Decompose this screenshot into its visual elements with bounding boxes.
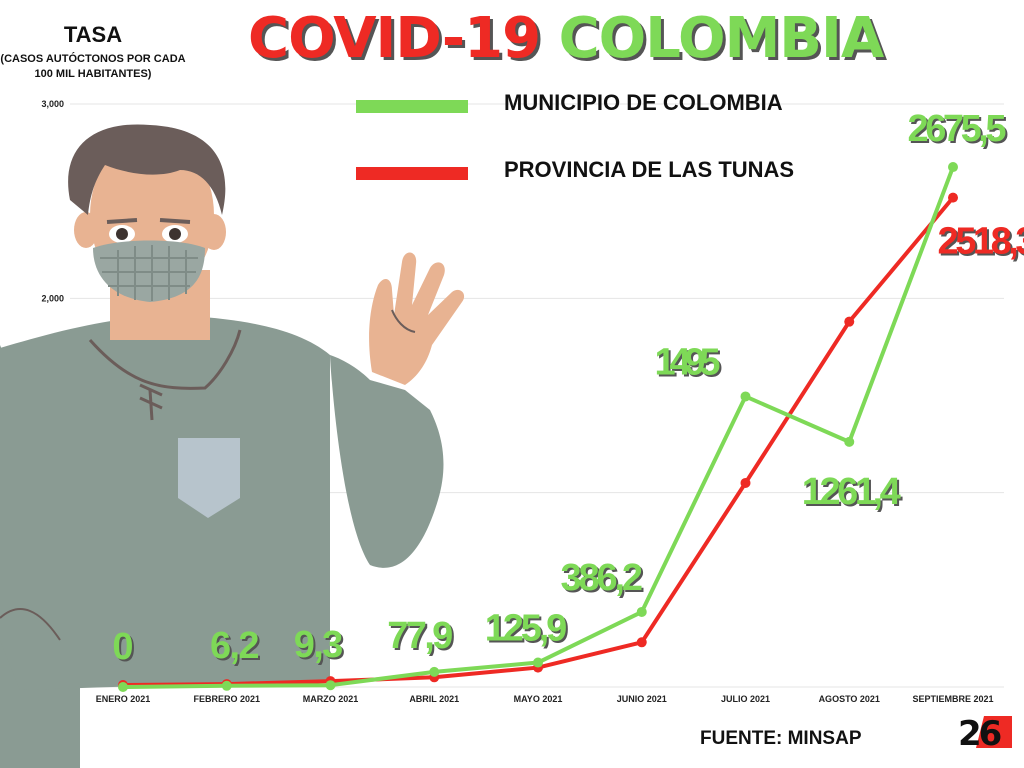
data-label-shadow: 77,9 bbox=[389, 617, 455, 659]
x-tick-label: MAYO 2021 bbox=[514, 694, 563, 704]
y-tick-label: 2,000 bbox=[41, 293, 64, 303]
data-point-0 bbox=[844, 436, 855, 447]
title-part-2: COLOMBIA bbox=[558, 6, 885, 71]
y-axis-title-main: TASA bbox=[63, 22, 123, 47]
data-label-shadow: 0 bbox=[114, 628, 135, 670]
data-label-shadow: 9,3 bbox=[296, 626, 346, 668]
data-label-shadow: 2518,3 bbox=[940, 223, 1024, 265]
data-point-1 bbox=[636, 637, 647, 648]
data-label-shadow: 386,2 bbox=[563, 559, 646, 601]
logo: 26 bbox=[956, 712, 1014, 754]
x-tick-label: SEPTIEMBRE 2021 bbox=[912, 694, 993, 704]
data-label: 125,9 bbox=[485, 608, 568, 650]
data-point-0 bbox=[740, 391, 751, 402]
data-label: 6,2 bbox=[210, 625, 260, 667]
y-tick-label: 3,000 bbox=[41, 99, 64, 109]
data-label: 2518,3 bbox=[938, 221, 1024, 263]
data-label: 9,3 bbox=[294, 624, 344, 666]
data-label-shadow: 1495 bbox=[657, 343, 723, 385]
data-label: 77,9 bbox=[387, 615, 453, 657]
x-tick-label: AGOSTO 2021 bbox=[819, 694, 880, 704]
masked-person-illustration bbox=[0, 124, 465, 768]
legend-swatch-green bbox=[356, 100, 468, 113]
data-label: 386,2 bbox=[561, 557, 644, 599]
data-point-0 bbox=[221, 680, 232, 691]
data-point-0 bbox=[429, 666, 440, 677]
data-label-shadow: 2675,5 bbox=[910, 110, 1009, 152]
x-tick-label: MARZO 2021 bbox=[303, 694, 359, 704]
logo-text: 26 bbox=[958, 714, 1001, 752]
data-point-0 bbox=[533, 657, 543, 668]
legend-label-red: PROVINCIA DE LAS TUNAS bbox=[504, 157, 795, 182]
x-tick-label: ENERO 2021 bbox=[96, 694, 151, 704]
data-point-1 bbox=[948, 192, 958, 203]
data-point-0 bbox=[118, 682, 128, 692]
x-tick-label: FEBRERO 2021 bbox=[193, 694, 260, 704]
x-tick-label: ABRIL 2021 bbox=[409, 694, 459, 704]
y-axis-title: TASA (CASOS AUTÓCTONOS POR CADA 100 MIL … bbox=[0, 22, 186, 82]
data-label-shadow: 1261,4 bbox=[804, 473, 903, 515]
legend-label-green: MUNICIPIO DE COLOMBIA bbox=[504, 90, 783, 115]
data-label: 0 bbox=[112, 626, 133, 668]
chart-title: COVID-19 COLOMBIA bbox=[248, 6, 885, 71]
data-label-shadow: 125,9 bbox=[487, 610, 570, 652]
y-axis-title-sub: (CASOS AUTÓCTONOS POR CADA 100 MIL HABIT… bbox=[0, 53, 186, 80]
data-point-0 bbox=[325, 680, 336, 691]
data-point-1 bbox=[844, 316, 855, 327]
title-part-1: COVID-19 bbox=[248, 6, 541, 71]
source-note: FUENTE: MINSAP bbox=[700, 728, 862, 749]
data-point-0 bbox=[948, 162, 958, 173]
data-point-0 bbox=[636, 606, 647, 617]
data-label: 2675,5 bbox=[908, 108, 1007, 150]
data-label: 1495 bbox=[655, 341, 721, 383]
data-point-1 bbox=[740, 477, 751, 488]
data-label-shadow: 6,2 bbox=[212, 627, 262, 669]
legend-swatch-red bbox=[356, 167, 468, 180]
x-tick-label: JULIO 2021 bbox=[721, 694, 770, 704]
x-tick-label: JUNIO 2021 bbox=[617, 694, 667, 704]
data-label: 1261,4 bbox=[802, 471, 901, 513]
